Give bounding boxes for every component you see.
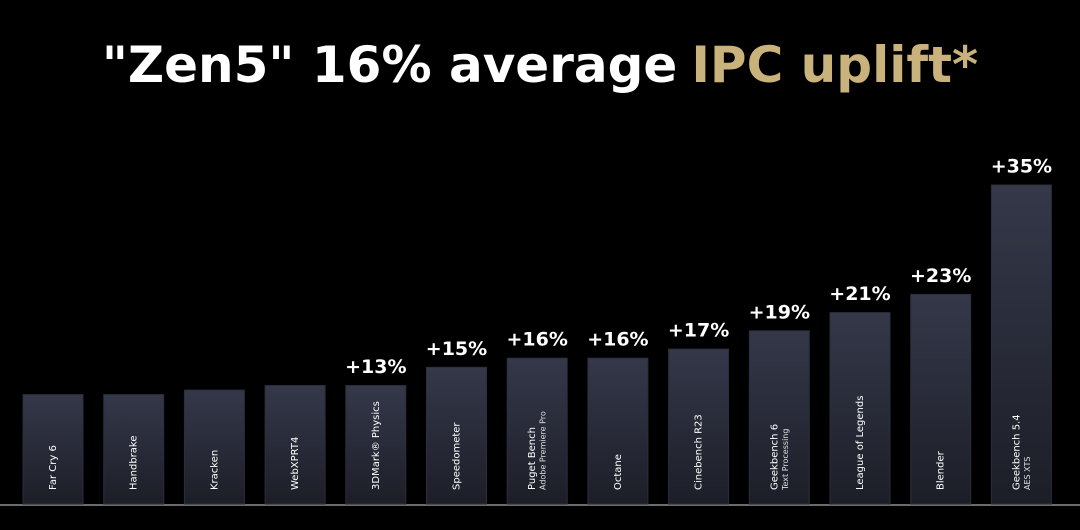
x-tick-label: Puget Bench (527, 427, 538, 490)
x-tick-label: Speedometer (452, 422, 463, 490)
bar (264, 385, 326, 505)
category-label-group: Handbrake (129, 435, 140, 490)
x-tick-label: Far Cry 6 (48, 445, 59, 490)
bar (506, 357, 568, 505)
x-tick-label: League of Legends (855, 396, 866, 490)
category-label-group: Puget Bench Adobe Premiere Pro (527, 411, 548, 490)
category-label-group: Speedometer (452, 422, 463, 490)
category-label-group: League of Legends (855, 396, 866, 490)
x-tick-label: Geekbench 5.4 (1011, 414, 1022, 490)
title-highlight: IPC uplift* (691, 36, 978, 94)
x-tick-label: Kracken (209, 450, 220, 490)
value-label: +15% (426, 338, 487, 360)
chart-title: "Zen5" 16% average IPC uplift* (102, 36, 978, 94)
category-label-group: Kracken (209, 450, 220, 490)
bar (748, 330, 810, 505)
bar (183, 389, 245, 505)
x-tick-sublabel: Adobe Premiere Pro (539, 411, 548, 490)
value-label: +13% (345, 356, 406, 378)
x-tick-sublabel: AES XTS (1023, 457, 1032, 490)
value-label: +16% (587, 329, 648, 351)
bar (910, 293, 972, 505)
bar (829, 312, 891, 505)
x-tick-label: Blender (936, 450, 947, 490)
value-label: +35% (991, 156, 1052, 178)
value-label: +21% (829, 283, 890, 305)
category-label-group: Octane (613, 454, 624, 490)
category-label-group: Geekbench 5.4 AES XTS (1011, 414, 1032, 490)
bar (587, 357, 649, 505)
value-label: +19% (749, 301, 810, 323)
category-label-group: WebXPRT4 (290, 437, 301, 490)
value-label: +17% (668, 320, 729, 342)
category-label-group: Far Cry 6 (48, 445, 59, 490)
category-label-group: Blender (936, 450, 947, 490)
bar (668, 348, 730, 505)
value-label: +23% (910, 265, 971, 287)
bar (22, 394, 84, 505)
bar (426, 366, 487, 505)
bar (990, 184, 1052, 505)
x-tick-label: Handbrake (129, 435, 140, 490)
bar (103, 394, 165, 505)
x-tick-label: WebXPRT4 (290, 437, 301, 490)
bar (345, 385, 407, 505)
category-label-group: 3DMark® Physics (371, 401, 382, 490)
category-label-group: Cinebench R23 (694, 414, 705, 490)
title-part: "Zen5" 16% average (102, 36, 678, 94)
x-tick-label: Octane (613, 454, 624, 490)
x-tick-label: Geekbench 6 (769, 424, 780, 490)
x-tick-label: 3DMark® Physics (371, 401, 382, 490)
category-label-group: Geekbench 6 Text Processing (769, 424, 790, 491)
x-tick-label: Cinebench R23 (694, 414, 705, 490)
x-tick-sublabel: Text Processing (781, 429, 790, 491)
value-label: +16% (506, 329, 567, 351)
